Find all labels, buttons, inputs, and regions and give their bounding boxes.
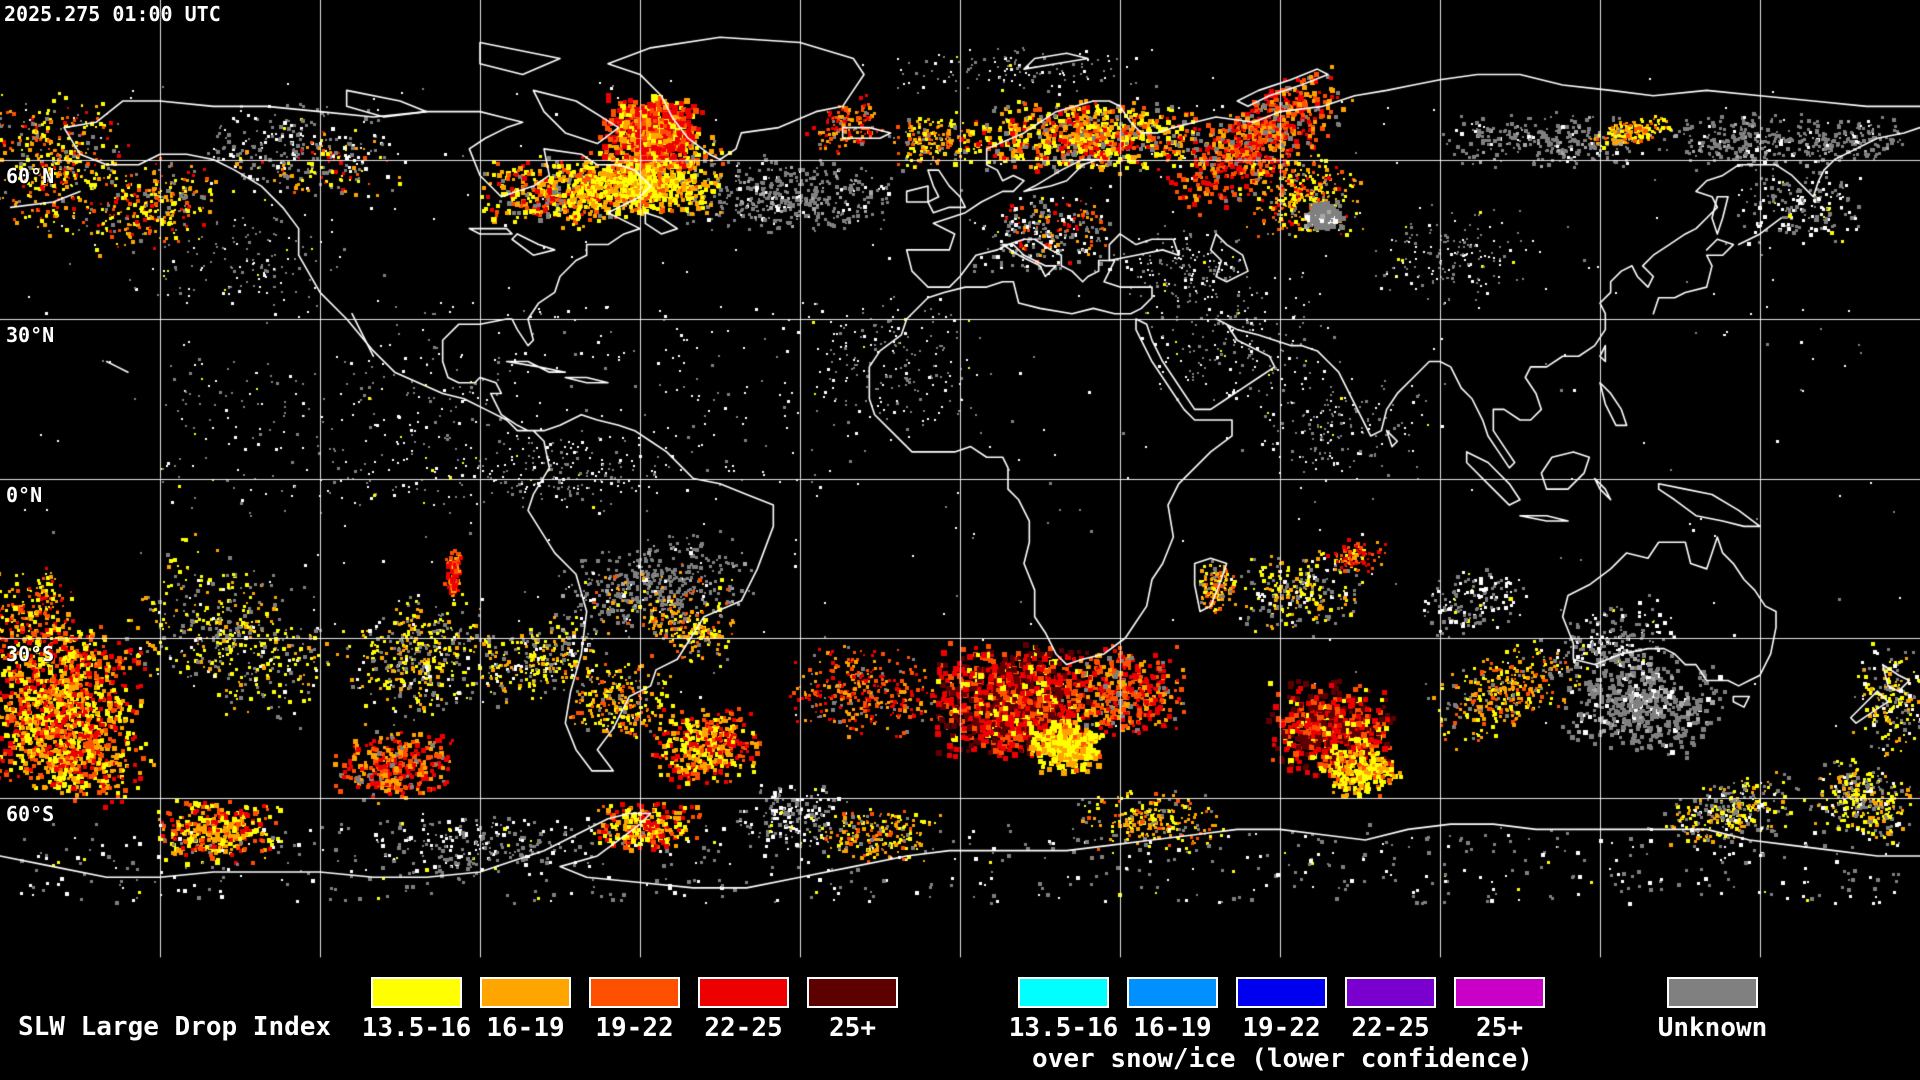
legend-group-primary: 13.5-16 16-19 19-22 22-25 25+ — [362, 977, 898, 1043]
lat-label: 30°N — [6, 323, 55, 347]
legend-item: 13.5-16 — [1009, 977, 1118, 1043]
legend-item: 16-19 — [480, 977, 571, 1043]
legend-item-label: 25+ — [829, 1013, 876, 1043]
legend-swatch — [480, 977, 571, 1008]
lat-label: 60°S — [6, 801, 55, 826]
legend-item-label: 16-19 — [1133, 1013, 1212, 1043]
lat-label: 0°N — [6, 482, 43, 507]
legend-caption-snow-ice: over snow/ice (lower confidence) — [1032, 1044, 1533, 1074]
legend-item: 19-22 — [1236, 977, 1327, 1043]
legend-item-label: 16-19 — [486, 1013, 565, 1043]
legend-item: 25+ — [1454, 977, 1545, 1043]
lat-label: 60°N — [6, 163, 55, 188]
legend-item: 22-25 — [698, 977, 789, 1043]
legend-swatch — [1127, 977, 1218, 1008]
legend-swatch — [1018, 977, 1109, 1008]
legend-item: 19-22 — [589, 977, 680, 1043]
legend-swatch — [1345, 977, 1436, 1008]
legend-item-label: 19-22 — [1242, 1013, 1321, 1043]
legend-item-label: 13.5-16 — [1008, 1013, 1119, 1043]
legend-swatch — [1667, 977, 1758, 1008]
legend-swatch — [1454, 977, 1545, 1008]
legend-item-label: 22-25 — [1351, 1013, 1430, 1043]
legend-item: 13.5-16 — [362, 977, 471, 1043]
legend-item: Unknown — [1658, 977, 1767, 1043]
legend-item: 22-25 — [1345, 977, 1436, 1043]
legend-title: SLW Large Drop Index — [18, 1012, 332, 1042]
legend-item-label: 22-25 — [704, 1013, 783, 1043]
legend-item-label: Unknown — [1657, 1013, 1768, 1043]
legend-item: 16-19 — [1127, 977, 1218, 1043]
legend-swatch — [807, 977, 898, 1008]
legend-swatch — [1236, 977, 1327, 1008]
legend-group-snow-ice: 13.5-16 16-19 19-22 22-25 25+ — [1009, 977, 1545, 1043]
legend-group-unknown: Unknown — [1658, 977, 1767, 1043]
legend-item: 25+ — [807, 977, 898, 1043]
legend-swatch — [589, 977, 680, 1008]
legend-item-label: 13.5-16 — [361, 1013, 472, 1043]
legend-swatch — [698, 977, 789, 1008]
lat-label: 30°S — [6, 642, 55, 666]
legend-item-label: 19-22 — [595, 1013, 674, 1043]
legend-swatch — [371, 977, 462, 1008]
timestamp-label: 2025.275 01:00 UTC — [4, 2, 221, 26]
legend-item-label: 25+ — [1476, 1013, 1523, 1043]
